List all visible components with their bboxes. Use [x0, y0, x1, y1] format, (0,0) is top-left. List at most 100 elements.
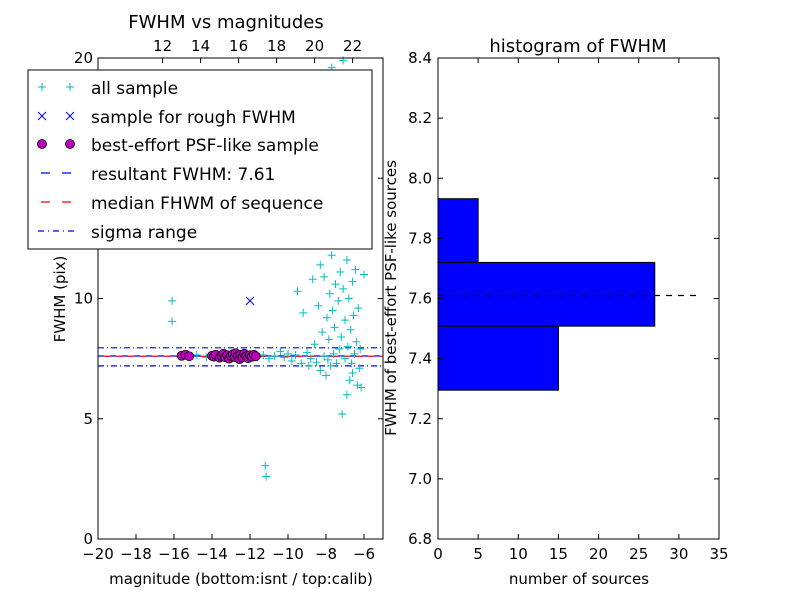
all-sample-point [310, 340, 319, 349]
legend-handle-x [65, 111, 75, 121]
all-sample-point [351, 265, 360, 274]
histogram-bar [437, 325, 559, 391]
right-x-tick-label: 15 [549, 545, 568, 563]
all-sample-point [337, 332, 346, 341]
left-x-tick-label: −18 [120, 545, 152, 563]
right-x-tick-label: 30 [669, 545, 688, 563]
all-sample-point [341, 354, 349, 363]
legend-handle-circle [37, 139, 47, 149]
left-y-tick-label: 20 [74, 49, 93, 67]
right-y-tick-label: 8.0 [408, 169, 432, 187]
all-sample-point [303, 348, 311, 357]
all-sample-point [342, 390, 351, 399]
right-x-tick-label: 5 [473, 545, 483, 563]
all-sample-point [349, 311, 358, 320]
all-sample-point [356, 345, 365, 354]
psf-sample-point [250, 351, 261, 362]
all-sample-point [339, 284, 348, 293]
right-x-tick-label: 10 [509, 545, 528, 563]
all-sample-point [280, 353, 289, 362]
all-sample-point [168, 296, 177, 305]
all-sample-point [348, 277, 357, 286]
legend-handle-plus [38, 83, 46, 91]
all-sample-point [322, 371, 330, 380]
all-sample-point [350, 349, 359, 358]
all-sample-point [336, 268, 345, 277]
left-x-tick-label: −6 [353, 545, 375, 563]
all-sample-point [324, 335, 333, 344]
right-x-tick-label: 20 [589, 545, 608, 563]
all-sample-point [318, 328, 327, 337]
legend-handle-plus [66, 83, 74, 91]
left-top-x-tick-label: 12 [153, 37, 172, 55]
all-sample-point [316, 366, 325, 375]
left-top-x-tick-label: 22 [343, 37, 362, 55]
legend-handles [37, 83, 75, 232]
all-sample-point [354, 304, 363, 313]
all-sample-point [326, 361, 335, 370]
all-sample-point [352, 337, 361, 346]
all-sample-point [270, 352, 279, 361]
all-sample-point [287, 357, 296, 366]
left-y-tick-label: 5 [83, 410, 93, 428]
left-x-tick-label: −14 [196, 545, 228, 563]
all-sample-point [304, 361, 313, 370]
right-axes-frame [437, 57, 720, 540]
right-y-tick-label: 7.0 [408, 470, 432, 488]
psf-sample-point [184, 351, 195, 362]
all-sample-point [322, 313, 331, 322]
legend-label-median-fwhm: median FHWM of sequence [91, 194, 323, 214]
all-sample-point [291, 351, 300, 360]
all-sample-point [261, 461, 270, 470]
all-sample-point [342, 256, 351, 265]
legend-label-resultant-fwhm: resultant FWHM: 7.61 [91, 165, 275, 185]
all-sample-point [293, 287, 302, 296]
left-x-tick-label: −20 [82, 545, 114, 563]
left-x-tick-label: −16 [158, 545, 190, 563]
all-sample-point [331, 280, 340, 289]
left-y-tick-label: 0 [83, 530, 93, 548]
all-sample-point [329, 349, 338, 358]
right-y-tick-label: 7.4 [408, 350, 432, 368]
all-sample-point [335, 345, 344, 354]
fwhm-histogram-panel: histogram of FWHM 0 5 10 15 20 25 30 35 6.8 7.0 7.… [382, 36, 729, 588]
histogram-bar [437, 198, 479, 263]
all-sample-point [316, 260, 325, 269]
all-sample-point [344, 294, 353, 303]
all-sample-point [314, 301, 323, 310]
all-sample-point [259, 351, 268, 360]
left-top-x-tick-label: 18 [267, 37, 286, 55]
all-sample-point [347, 359, 356, 368]
all-sample-point [297, 359, 306, 368]
legend-box [27, 69, 373, 250]
right-y-tick-label: 8.2 [408, 109, 432, 127]
left-axes-frame [97, 57, 384, 540]
all-sample-point [262, 472, 271, 481]
legend: all sample sample for rough FWHM best-ef… [27, 69, 373, 250]
right-x-axis-label: number of sources [509, 570, 649, 588]
left-x-tick-label: −8 [315, 545, 337, 563]
right-tick-layer: 0 5 10 15 20 25 30 35 6.8 7.0 7.2 7.4 7.6 7.8 8.0 8.2 8.… [408, 49, 728, 563]
legend-handle-circle [65, 139, 75, 149]
all-sample-point [360, 270, 368, 279]
all-sample-point [348, 369, 357, 378]
all-sample-point [308, 275, 317, 284]
all-sample-point [343, 342, 352, 351]
all-sample-point [312, 358, 321, 367]
left-data-layer [98, 56, 383, 481]
all-sample-point [328, 306, 337, 315]
all-sample-point [345, 376, 354, 385]
all-sample-point [192, 351, 201, 360]
left-chart-title: FWHM vs magnitudes [128, 12, 323, 33]
legend-label-psf-sample: best-effort PSF-like sample [91, 136, 319, 156]
all-sample-point [346, 325, 355, 334]
right-x-tick-label: 25 [629, 545, 648, 563]
all-sample-point [276, 347, 285, 356]
all-sample-point [323, 355, 332, 364]
right-y-axis-label: FWHM of best-effort PSF-like sources [382, 160, 400, 436]
left-x-tick-label: −10 [272, 545, 304, 563]
left-top-x-tick-label: 20 [305, 37, 324, 55]
left-top-x-tick-label: 16 [229, 37, 248, 55]
all-sample-point [334, 296, 343, 305]
